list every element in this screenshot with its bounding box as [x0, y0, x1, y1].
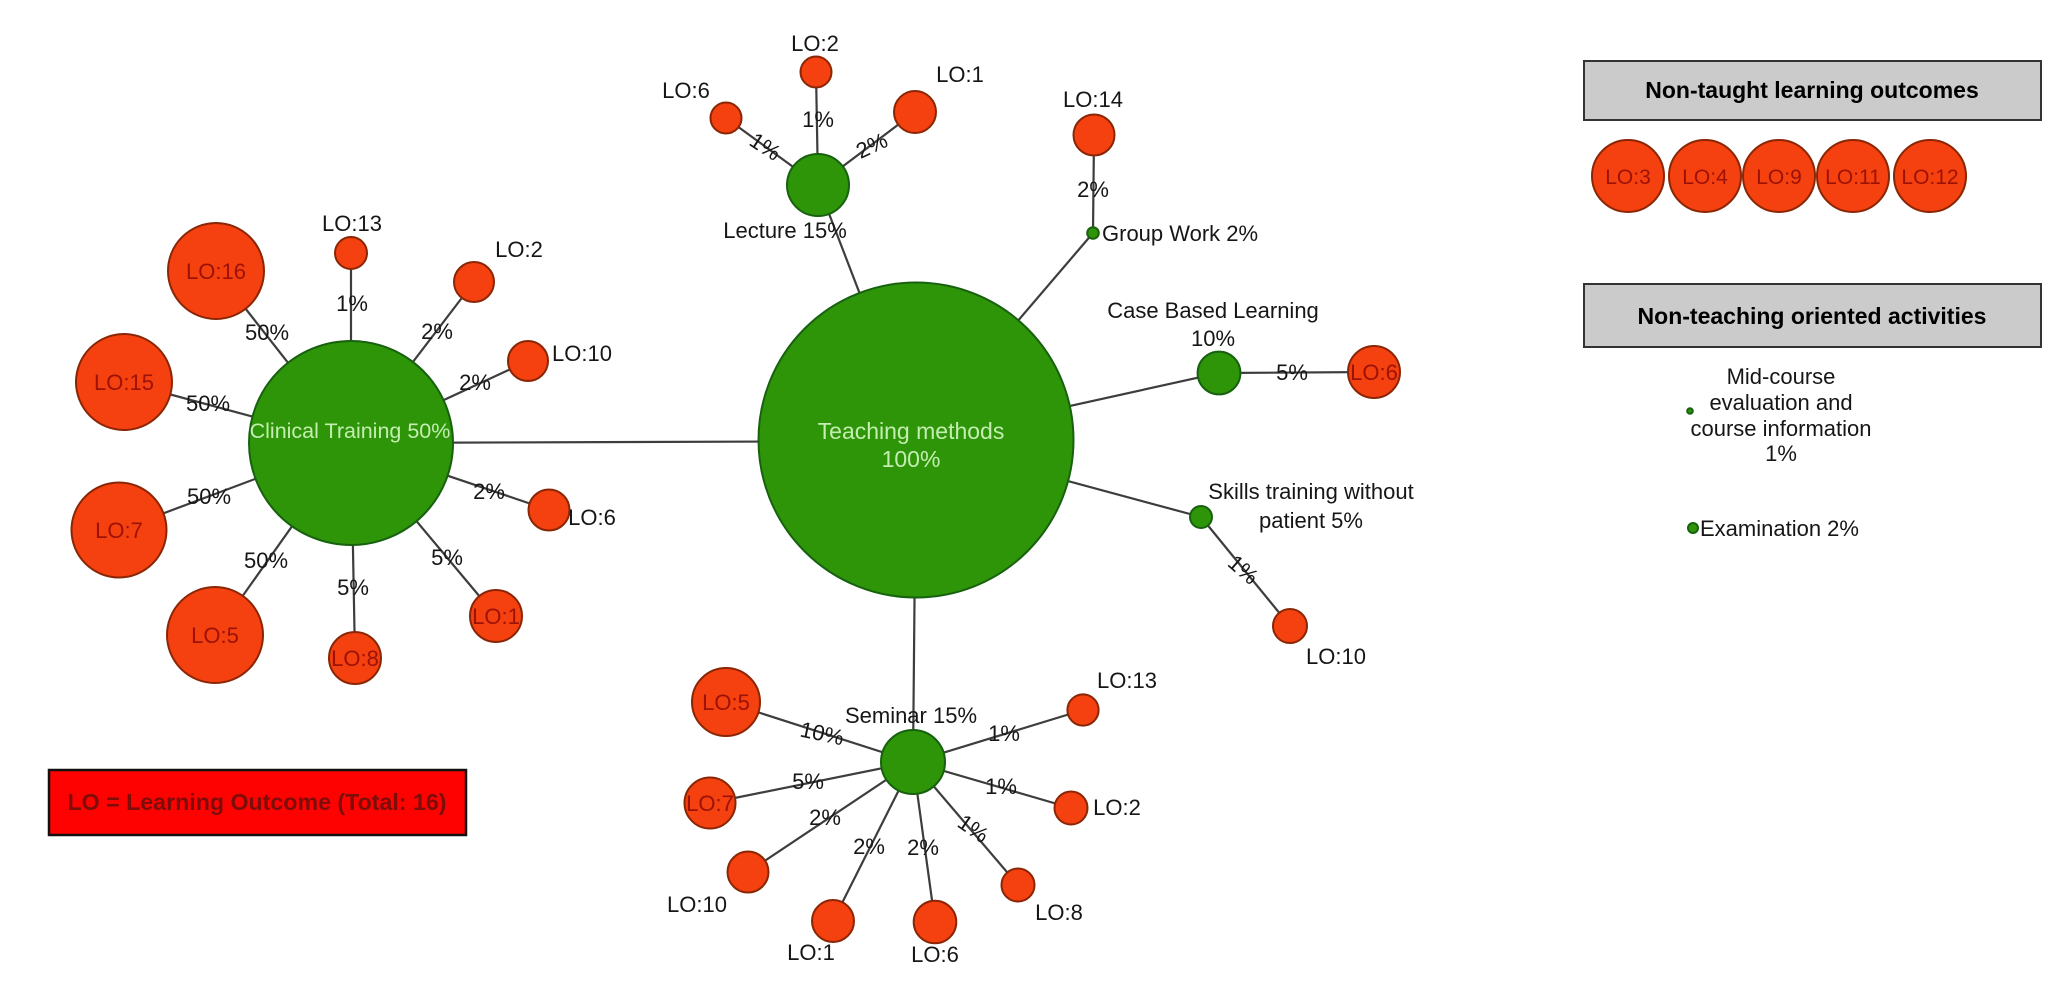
svg-text:2%: 2% [907, 835, 939, 860]
svg-text:Non-teaching oriented activiti: Non-teaching oriented activities [1638, 303, 1987, 329]
svg-text:LO:13: LO:13 [322, 211, 382, 236]
svg-text:LO:7: LO:7 [95, 518, 143, 543]
svg-text:patient 5%: patient 5% [1259, 508, 1363, 533]
svg-text:LO:16: LO:16 [186, 259, 246, 284]
svg-text:Group Work 2%: Group Work 2% [1102, 221, 1258, 246]
svg-text:2%: 2% [459, 370, 491, 395]
svg-text:1%: 1% [802, 107, 834, 132]
svg-text:Lecture 15%: Lecture 15% [723, 218, 847, 243]
svg-text:LO:8: LO:8 [1035, 900, 1083, 925]
svg-text:Clinical Training 50%: Clinical Training 50% [250, 419, 451, 443]
svg-text:LO:2: LO:2 [791, 31, 839, 56]
svg-text:5%: 5% [431, 545, 463, 570]
svg-text:LO:1: LO:1 [472, 604, 520, 629]
svg-text:LO:1: LO:1 [787, 940, 835, 965]
svg-text:1%: 1% [988, 721, 1020, 746]
svg-text:LO:6: LO:6 [568, 505, 616, 530]
svg-text:50%: 50% [186, 391, 230, 416]
svg-text:LO:14: LO:14 [1063, 87, 1123, 112]
svg-text:Seminar 15%: Seminar 15% [845, 703, 977, 728]
svg-text:LO:6: LO:6 [662, 78, 710, 103]
svg-text:LO:2: LO:2 [495, 237, 543, 262]
svg-text:course information: course information [1691, 416, 1872, 441]
svg-text:1%: 1% [985, 774, 1017, 799]
svg-text:5%: 5% [337, 575, 369, 600]
svg-text:50%: 50% [245, 320, 289, 345]
svg-text:2%: 2% [809, 805, 841, 830]
svg-text:100%: 100% [882, 446, 941, 472]
svg-text:LO:15: LO:15 [94, 370, 154, 395]
svg-text:LO = Learning Outcome (Total:: LO = Learning Outcome (Total: 16) [68, 789, 447, 815]
svg-text:1%: 1% [1765, 441, 1797, 466]
svg-text:Non-taught learning outcomes: Non-taught learning outcomes [1645, 77, 1979, 103]
svg-text:LO:4: LO:4 [1682, 166, 1728, 189]
svg-text:LO:8: LO:8 [331, 646, 379, 671]
svg-text:LO:10: LO:10 [667, 892, 727, 917]
svg-text:1%: 1% [336, 291, 368, 316]
svg-text:LO:2: LO:2 [1093, 795, 1141, 820]
svg-text:50%: 50% [244, 548, 288, 573]
svg-text:5%: 5% [792, 769, 824, 794]
svg-text:LO:13: LO:13 [1097, 668, 1157, 693]
svg-text:Teaching methods: Teaching methods [818, 418, 1005, 444]
svg-text:Mid-course: Mid-course [1727, 364, 1836, 389]
svg-text:50%: 50% [187, 484, 231, 509]
svg-text:LO:10: LO:10 [1306, 644, 1366, 669]
svg-text:2%: 2% [473, 479, 505, 504]
svg-text:LO:7: LO:7 [686, 791, 734, 816]
svg-text:Examination 2%: Examination 2% [1700, 516, 1859, 541]
svg-text:LO:5: LO:5 [702, 690, 750, 715]
svg-text:evaluation and: evaluation and [1709, 390, 1852, 415]
svg-text:10%: 10% [1191, 326, 1235, 351]
svg-text:LO:6: LO:6 [1350, 360, 1398, 385]
svg-text:LO:9: LO:9 [1756, 166, 1802, 189]
svg-text:2%: 2% [1077, 177, 1109, 202]
svg-text:LO:3: LO:3 [1605, 166, 1651, 189]
svg-text:Skills training without: Skills training without [1208, 479, 1413, 504]
svg-text:2%: 2% [421, 319, 453, 344]
svg-text:LO:10: LO:10 [552, 341, 612, 366]
svg-text:LO:5: LO:5 [191, 623, 239, 648]
svg-text:LO:12: LO:12 [1901, 166, 1958, 189]
svg-text:5%: 5% [1276, 360, 1308, 385]
svg-text:LO:1: LO:1 [936, 62, 984, 87]
svg-text:LO:11: LO:11 [1825, 166, 1881, 189]
svg-text:2%: 2% [853, 834, 885, 859]
svg-text:Case Based Learning: Case Based Learning [1107, 298, 1319, 323]
svg-text:LO:6: LO:6 [911, 942, 959, 967]
